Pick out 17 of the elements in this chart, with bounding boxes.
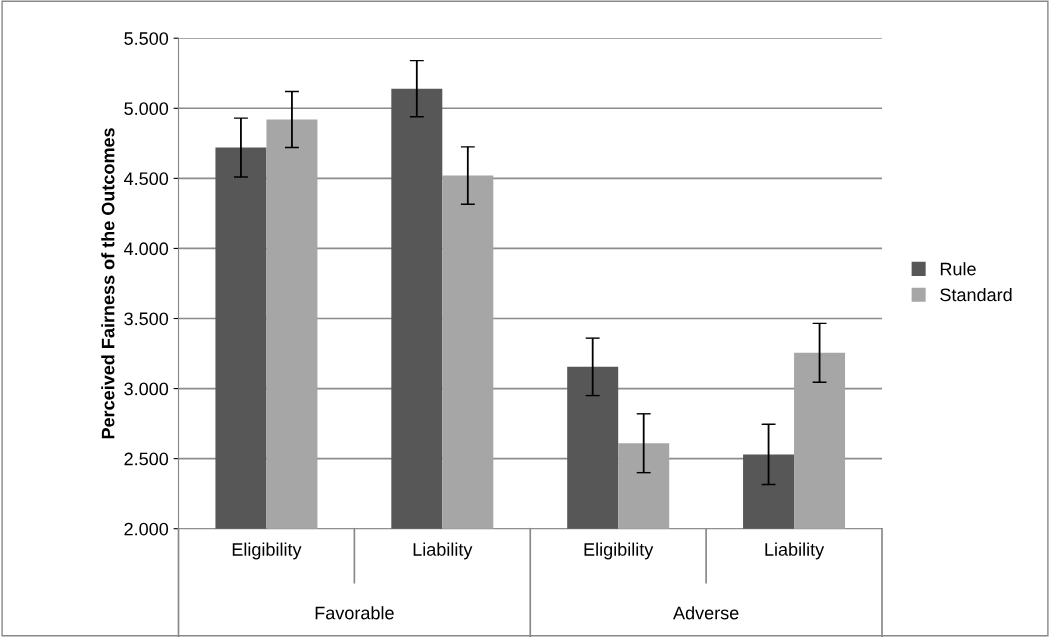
- text: Favorable: [315, 606, 394, 620]
- legend-label: Standard: [940, 287, 1012, 302]
- x-tick-label: Eligibility: [232, 542, 302, 560]
- y-tick-label: 4.000: [124, 242, 169, 256]
- y-tick-label: 3.000: [124, 382, 169, 396]
- y-tick-label: 3.500: [124, 312, 169, 326]
- y-tick-label: 5.500: [124, 32, 169, 45]
- x-tick-label: Eligibility: [584, 542, 654, 560]
- y-tick-label: 2.500: [124, 452, 169, 466]
- legend-label: Rule: [940, 262, 976, 276]
- y-tick-label: 5.000: [124, 102, 169, 116]
- y-tick-label: 2.000: [124, 522, 169, 536]
- y-tick-label: 4.500: [124, 172, 169, 186]
- x-tick-label: Liability: [413, 542, 473, 560]
- y-axis-title: Perceived Fairness of the Outcomes: [101, 128, 115, 439]
- x-tick-label: Liability: [765, 542, 825, 560]
- text: Adverse: [673, 606, 739, 620]
